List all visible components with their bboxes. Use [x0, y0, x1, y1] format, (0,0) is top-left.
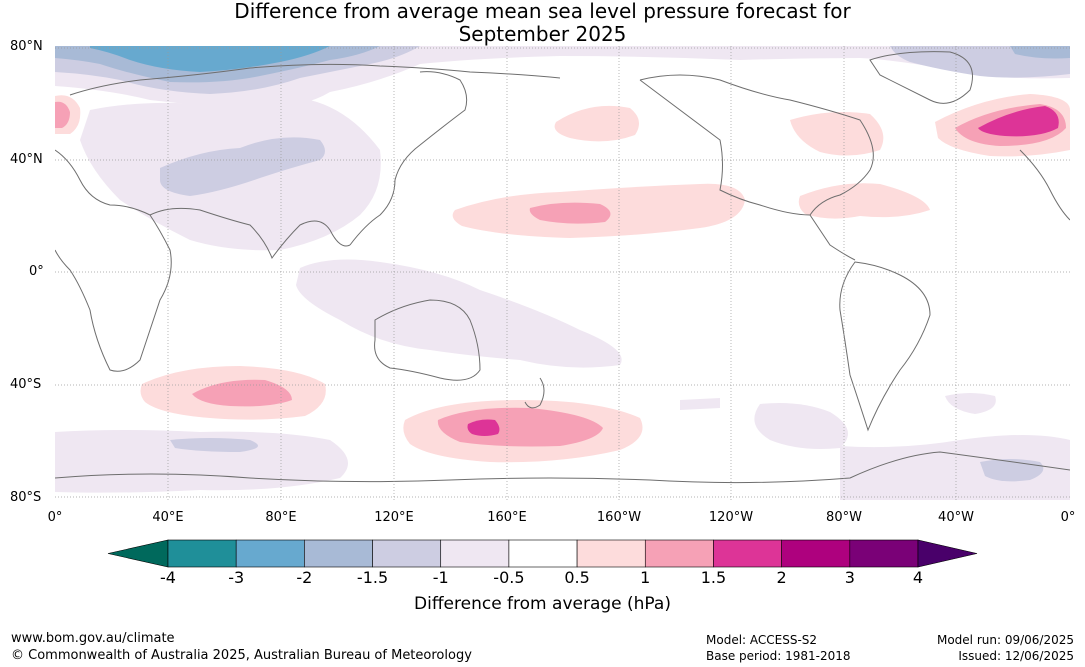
anomaly-tasman-positive: [403, 400, 643, 463]
colorbar-tick-label: -3: [228, 568, 245, 587]
title-line-2: September 2025: [458, 22, 627, 46]
colorbar-label: Difference from average (hPa): [414, 594, 671, 614]
coast-north-eurasia: [69, 63, 561, 96]
lon-label-120w: 120°W: [708, 510, 754, 525]
anomaly-north-pacific-positive: [554, 105, 639, 142]
colorbar-tick-label: 4: [912, 568, 924, 587]
colorbar-segment: [713, 539, 782, 568]
coastlines: [55, 51, 1070, 484]
footer-issued: Issued: 12/06/2025: [958, 649, 1074, 663]
coast-africa-eurasia: [55, 149, 172, 372]
map-title: Difference from average mean sea level p…: [0, 0, 1085, 46]
lat-label-40s: 40°S: [10, 377, 42, 392]
footer-model: Model: ACCESS-S2: [706, 633, 818, 647]
coast-na-west: [639, 79, 811, 216]
footer-base-period: Base period: 1981-2018: [706, 649, 851, 663]
lon-label-40e: 40°E: [152, 510, 184, 525]
coast-south-america: [839, 261, 931, 432]
colorbar-tick-label: -1: [432, 568, 449, 587]
coast-new-zealand: [524, 377, 545, 409]
lon-label-80e: 80°E: [265, 510, 297, 525]
anomaly-arctic-negative: [55, 46, 1070, 109]
colorbar-extend-low: [107, 539, 169, 568]
lon-label-160w: 160°W: [596, 510, 642, 525]
colorbar-segment: [372, 539, 442, 568]
lon-label-160e: 160°E: [487, 510, 527, 525]
anomaly-europe-positive: [55, 95, 81, 134]
lat-label-80s: 80°S: [10, 490, 42, 505]
lon-label-80w: 80°W: [826, 510, 862, 525]
colorbar-segment: [508, 539, 578, 568]
lat-label-40n: 40°N: [10, 152, 43, 167]
coast-north-america: [639, 74, 874, 261]
colorbar-segment: [576, 539, 646, 568]
colorbar-tick-label: -2: [296, 568, 313, 587]
title-line-1: Difference from average mean sea level p…: [234, 0, 851, 23]
colorbar-tick-label: -0.5: [493, 568, 525, 587]
footer-copyright: © Commonwealth of Australia 2025, Austra…: [11, 648, 472, 663]
footer-url: www.bom.gov.au/climate: [11, 631, 175, 646]
anomaly-subtropical-pacific-positive: [452, 183, 745, 238]
anomaly-southern-negative: [55, 393, 1070, 500]
lon-label-40w: 40°W: [938, 510, 974, 525]
colorbar-segment: [644, 539, 714, 568]
coast-greenland: [869, 51, 973, 104]
anomaly-south-indian-positive: [140, 366, 326, 420]
colorbar-segment: [849, 539, 919, 568]
footer-model-run: Model run: 09/06/2025: [936, 633, 1074, 647]
coast-antarctica: [55, 451, 1070, 484]
colorbar-segment: [235, 539, 305, 568]
coast-west-africa: [1019, 149, 1070, 221]
lon-label-120e: 120°E: [374, 510, 414, 525]
anomaly-north-atlantic-positive: [935, 94, 1070, 157]
anomaly-north-america-positive: [790, 112, 930, 219]
colorbar-tick-label: 3: [844, 568, 855, 587]
colorbar-tick-label: 2: [776, 568, 787, 587]
colorbar-segment: [440, 539, 510, 568]
lon-label-0: 0°: [47, 510, 63, 525]
anomaly-tropics-negative: [296, 259, 622, 368]
colorbar-tick-label: 0.5: [564, 568, 590, 587]
colorbar-segment: [304, 539, 373, 568]
colorbar-tick-label: 1: [640, 568, 651, 587]
lat-label-equator: 0°: [29, 264, 44, 279]
graticule: [55, 46, 1070, 500]
lat-label-80n: 80°N: [10, 39, 43, 54]
colorbar-tick-label: 1.5: [700, 568, 727, 587]
colorbar-segment: [167, 539, 237, 568]
colorbar-extend-high: [917, 539, 978, 568]
coast-east-asia: [349, 71, 468, 246]
colorbar-tick-label: -1.5: [356, 568, 389, 587]
coast-australia: [374, 299, 481, 381]
colorbar-segment: [781, 539, 851, 568]
lon-label-0-east: 0°: [1060, 510, 1076, 525]
colorbar-tick-label: -4: [160, 568, 176, 587]
coast-arabia-india: [149, 207, 351, 260]
